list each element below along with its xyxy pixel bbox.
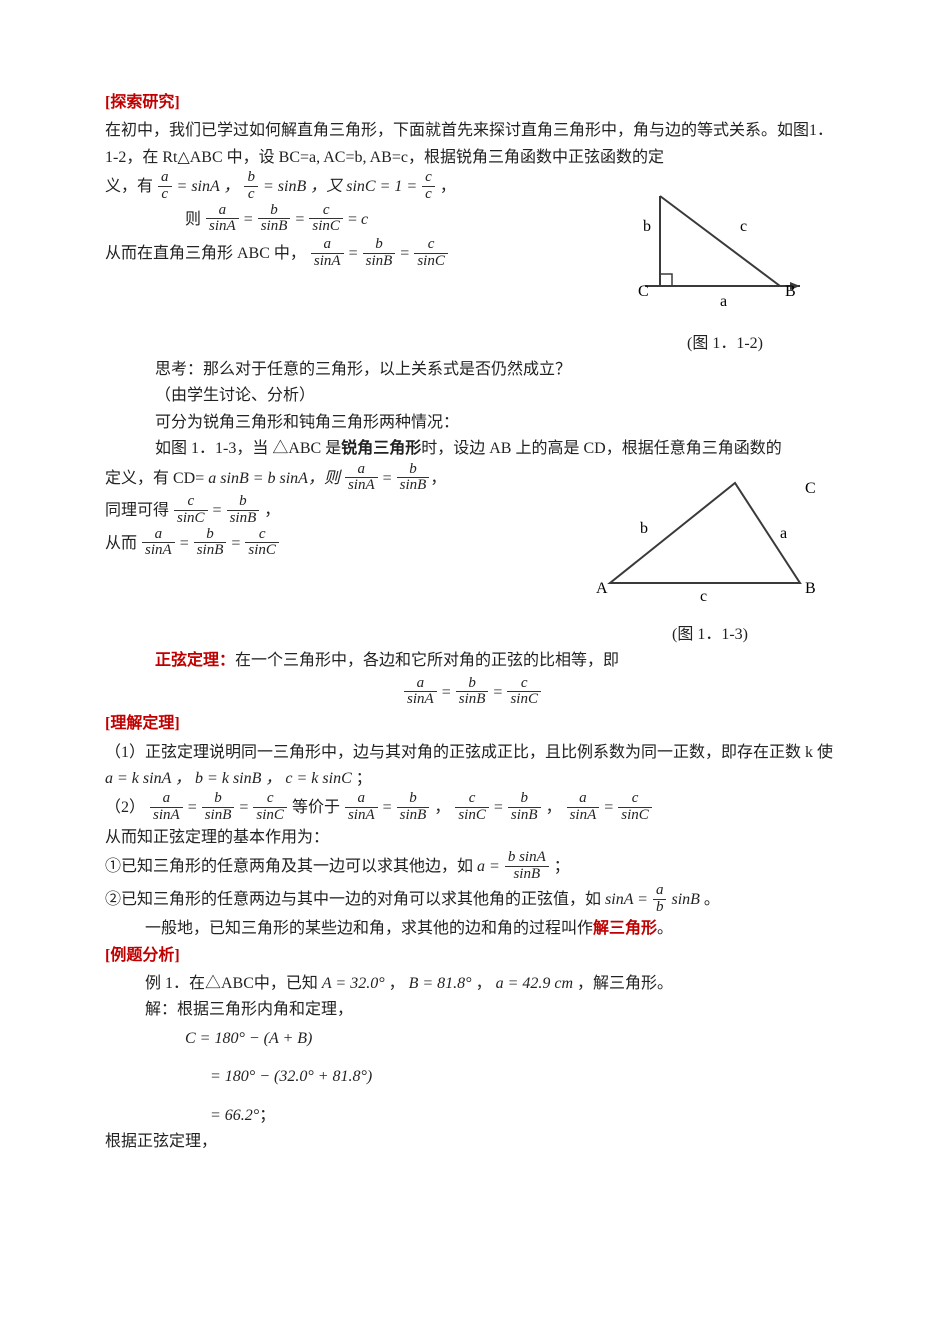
para-use-1: ①已知三角形的任意两角及其一边可以求其他边，如 a = b sinAsinB ； <box>105 851 840 884</box>
frac-ratio-b: bsinB <box>258 203 291 236</box>
para-intro: 在初中，我们已学过如何解直角三角形，下面就首先来探讨直角三角形中，角与边的等式关… <box>105 118 840 171</box>
para-cd: 定义，有 CD= a sinB = b sinA，则 asinA = bsinB… <box>105 463 580 496</box>
fig2-label-b: b <box>640 520 648 537</box>
para-understand-2: （2） asinA = bsinB = csinC 等价于 asinA = bs… <box>105 792 840 825</box>
fig2-caption: (图 1．1-3) <box>580 622 840 648</box>
frac-ratio-c: csinC <box>309 203 343 236</box>
fig1-label-c: c <box>740 218 747 235</box>
para-next: 根据正弦定理， <box>105 1129 840 1155</box>
para-acute-intro: 如图 1．1-3，当 △ABC 是锐角三角形时，设边 AB 上的高是 CD，根据… <box>105 436 840 462</box>
fig2-label-C: C <box>805 480 816 497</box>
fig2-label-B: B <box>805 580 816 597</box>
figure-1-2: b c a C B (图 1．1-2) <box>610 171 840 357</box>
para-use-2: ②已知三角形的任意两边与其中一边的对角可以求其他角的正弦值，如 sinA = a… <box>105 884 840 917</box>
para-thus: 从而 asinA = bsinB = csinC <box>105 528 580 561</box>
section-title-understand: [理解定理] <box>105 715 180 732</box>
para-rtabc: 从而在直角三角形 ABC 中， asinA = bsinB = csinC <box>105 238 610 271</box>
section-title-example: [例题分析] <box>105 947 180 964</box>
fig1-label-b: b <box>643 218 651 235</box>
para-general: 一般地，已知三角形的某些边和角，求其他的边和角的过程叫作解三角形。 <box>105 916 840 942</box>
law-formula: asinA = bsinB = csinC <box>105 675 840 712</box>
para-ex1-sol: 解：根据三角形内角和定理， <box>105 997 840 1023</box>
para-similarly: 同理可得 csinC = bsinB ， <box>105 495 580 528</box>
frac-b-c: bc <box>244 170 258 203</box>
para-law: 正弦定理：在一个三角形中，各边和它所对角的正弦的比相等，即 <box>105 648 840 674</box>
para-step1: C = 180° − (A + B) <box>105 1026 840 1052</box>
para-split: 可分为锐角三角形和钝角三角形两种情况： <box>105 410 840 436</box>
fig2-label-c: c <box>700 588 707 605</box>
para-step3: = 66.2°； <box>105 1103 840 1129</box>
para-ex1: 例 1．在△ABC中，已知 A = 32.0° ， B = 81.8° ， a … <box>105 971 840 997</box>
fig1-label-C: C <box>638 283 649 300</box>
fig1-label-a: a <box>720 293 727 310</box>
para-understand-1: （1）正弦定理说明同一三角形中，边与其对角的正弦成正比，且比例系数为同一正数，即… <box>105 740 840 793</box>
para-think: 思考：那么对于任意的三角形，以上关系式是否仍然成立？ <box>105 357 840 383</box>
para-discuss: （由学生讨论、分析） <box>105 383 840 409</box>
para-def-line: 义，有 ac = sinA ， bc = sinB ，又 sinC = 1 = … <box>105 171 610 204</box>
fig1-caption: (图 1．1-2) <box>610 331 840 357</box>
fig2-label-a: a <box>780 525 787 542</box>
frac-ratio-a: asinA <box>206 203 239 236</box>
para-role: 从而知正弦定理的基本作用为： <box>105 825 840 851</box>
frac-a-c: ac <box>158 170 172 203</box>
section-title-explore: [探索研究] <box>105 94 180 111</box>
fig2-label-A: A <box>596 580 608 597</box>
para-step2: = 180° − (32.0° + 81.8°) <box>105 1064 840 1090</box>
para-then: 则 asinA = bsinB = csinC = c <box>105 204 610 237</box>
fig1-label-B: B <box>785 283 796 300</box>
figure-1-3: A B C b a c (图 1．1-3) <box>580 463 840 649</box>
frac-c-c: cc <box>422 170 435 203</box>
